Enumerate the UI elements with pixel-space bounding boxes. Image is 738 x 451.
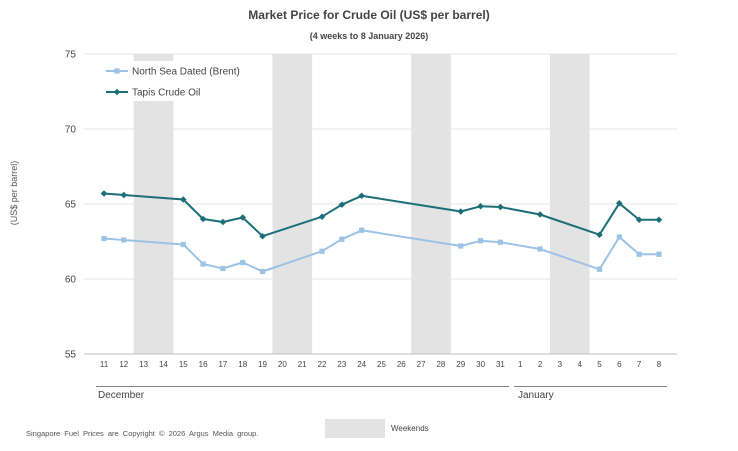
legend-marker-2 (113, 88, 121, 96)
x-tick-label-22-dec: 22 (318, 360, 327, 369)
x-tick-label-7-jan: 7 (637, 360, 642, 369)
x-tick-label-24-dec: 24 (357, 360, 366, 369)
x-tick-label-17-dec: 17 (218, 360, 227, 369)
series-1-point-30-dec (477, 238, 484, 244)
legend-background (98, 61, 258, 101)
x-tick-label-16-dec: 16 (199, 360, 208, 369)
chart-subtitle: (4 weeks to 8 January 2026) (309, 31, 429, 41)
series-1-point-6-jan (616, 234, 622, 240)
weekend-legend-swatch (325, 419, 385, 438)
series-2-point-24-dec (358, 192, 365, 200)
series-2-point-5-jan (596, 231, 603, 239)
x-tick-label-28-dec: 28 (436, 360, 445, 369)
x-tick-label-23-dec: 23 (337, 360, 346, 369)
series-2-point-16-dec (199, 215, 207, 223)
weekend-legend: Weekends (325, 419, 495, 438)
series-1-point-15-dec (180, 241, 186, 248)
x-tick-label-13-dec: 13 (139, 360, 148, 369)
series-2-point-6-jan (616, 199, 623, 207)
x-tick-label-20-dec: 20 (278, 360, 287, 369)
series-1-point-7-jan (636, 251, 642, 257)
x-tick-label-3-jan: 3 (558, 360, 563, 369)
series-1-point-22-dec (319, 248, 325, 254)
series-2-point-18-dec (239, 214, 247, 221)
series-1-point-24-dec (359, 227, 365, 233)
y-tick-label-70: 70 (65, 125, 77, 136)
series-2-point-23-dec (338, 201, 346, 209)
x-tick-label-31-dec: 31 (496, 360, 505, 369)
series-2-point-7-jan (635, 216, 643, 224)
series-1-point-16-dec (200, 261, 206, 267)
series-2-point-12-dec (120, 191, 128, 199)
legend-label-1: North Sea Dated (Brent) (132, 67, 240, 78)
chart-title: Market Price for Crude Oil (US$ per barr… (248, 8, 490, 22)
series-2-point-11-dec (100, 190, 108, 197)
series-2-point-30-dec (477, 202, 484, 210)
month-label-january: January (518, 390, 554, 401)
y-tick-label-65: 65 (65, 200, 77, 211)
legend-label-2: Tapis Crude Oil (132, 88, 200, 99)
series-1-point-19-dec (259, 268, 266, 275)
series-1-point-18-dec (240, 259, 246, 266)
series-2-point-19-dec (259, 232, 266, 240)
x-tick-label-30-dec: 30 (476, 360, 485, 369)
x-tick-label-15-dec: 15 (179, 360, 188, 369)
series-line-1 (103, 229, 659, 273)
x-tick-label-5-jan: 5 (597, 360, 602, 369)
x-tick-label-14-dec: 14 (159, 360, 168, 369)
x-tick-label-29-dec: 29 (456, 360, 465, 369)
series-1-point-8-jan (656, 251, 662, 257)
series-1-point-2-jan (537, 246, 543, 252)
y-tick-label-75: 75 (65, 50, 77, 61)
series-1-point-17-dec (220, 265, 226, 272)
series-1-point-23-dec (339, 236, 345, 242)
weekend-legend-label: Weekends (391, 424, 429, 433)
copyright-note: Singapore Fuel Prices are Copyright © 20… (26, 429, 259, 438)
series-2-point-2-jan (536, 211, 544, 218)
x-tick-label-4-jan: 4 (577, 360, 582, 369)
series-1-point-31-dec (497, 239, 503, 245)
series-1-point-11-dec (101, 235, 107, 242)
series-2-point-17-dec (219, 218, 227, 226)
series-1-point-12-dec (121, 237, 127, 243)
series-1-point-29-dec (458, 243, 464, 249)
x-tick-label-1-jan: 1 (518, 360, 523, 369)
x-tick-label-6-jan: 6 (617, 360, 622, 369)
x-tick-label-11-dec: 11 (100, 360, 109, 369)
series-2-point-15-dec (179, 196, 187, 203)
legend-marker-1 (114, 68, 120, 74)
month-label-december: December (98, 390, 145, 401)
x-tick-label-12-dec: 12 (119, 360, 128, 369)
y-tick-label-55: 55 (65, 350, 77, 361)
y-tick-label-60: 60 (65, 275, 77, 286)
series-2-point-31-dec (497, 203, 504, 211)
x-tick-label-26-dec: 26 (397, 360, 406, 369)
x-tick-label-2-jan: 2 (538, 360, 543, 369)
series-2-point-22-dec (318, 213, 326, 221)
series-line-2 (103, 192, 659, 238)
x-tick-label-21-dec: 21 (298, 360, 307, 369)
series-1-point-5-jan (596, 266, 603, 272)
series-2-point-29-dec (457, 208, 465, 215)
x-tick-label-19-dec: 19 (258, 360, 267, 369)
x-tick-label-27-dec: 27 (417, 360, 426, 369)
series-2-point-8-jan (655, 216, 663, 224)
x-tick-label-18-dec: 18 (238, 360, 247, 369)
x-tick-label-25-dec: 25 (377, 360, 386, 369)
x-tick-label-8-jan: 8 (657, 360, 662, 369)
